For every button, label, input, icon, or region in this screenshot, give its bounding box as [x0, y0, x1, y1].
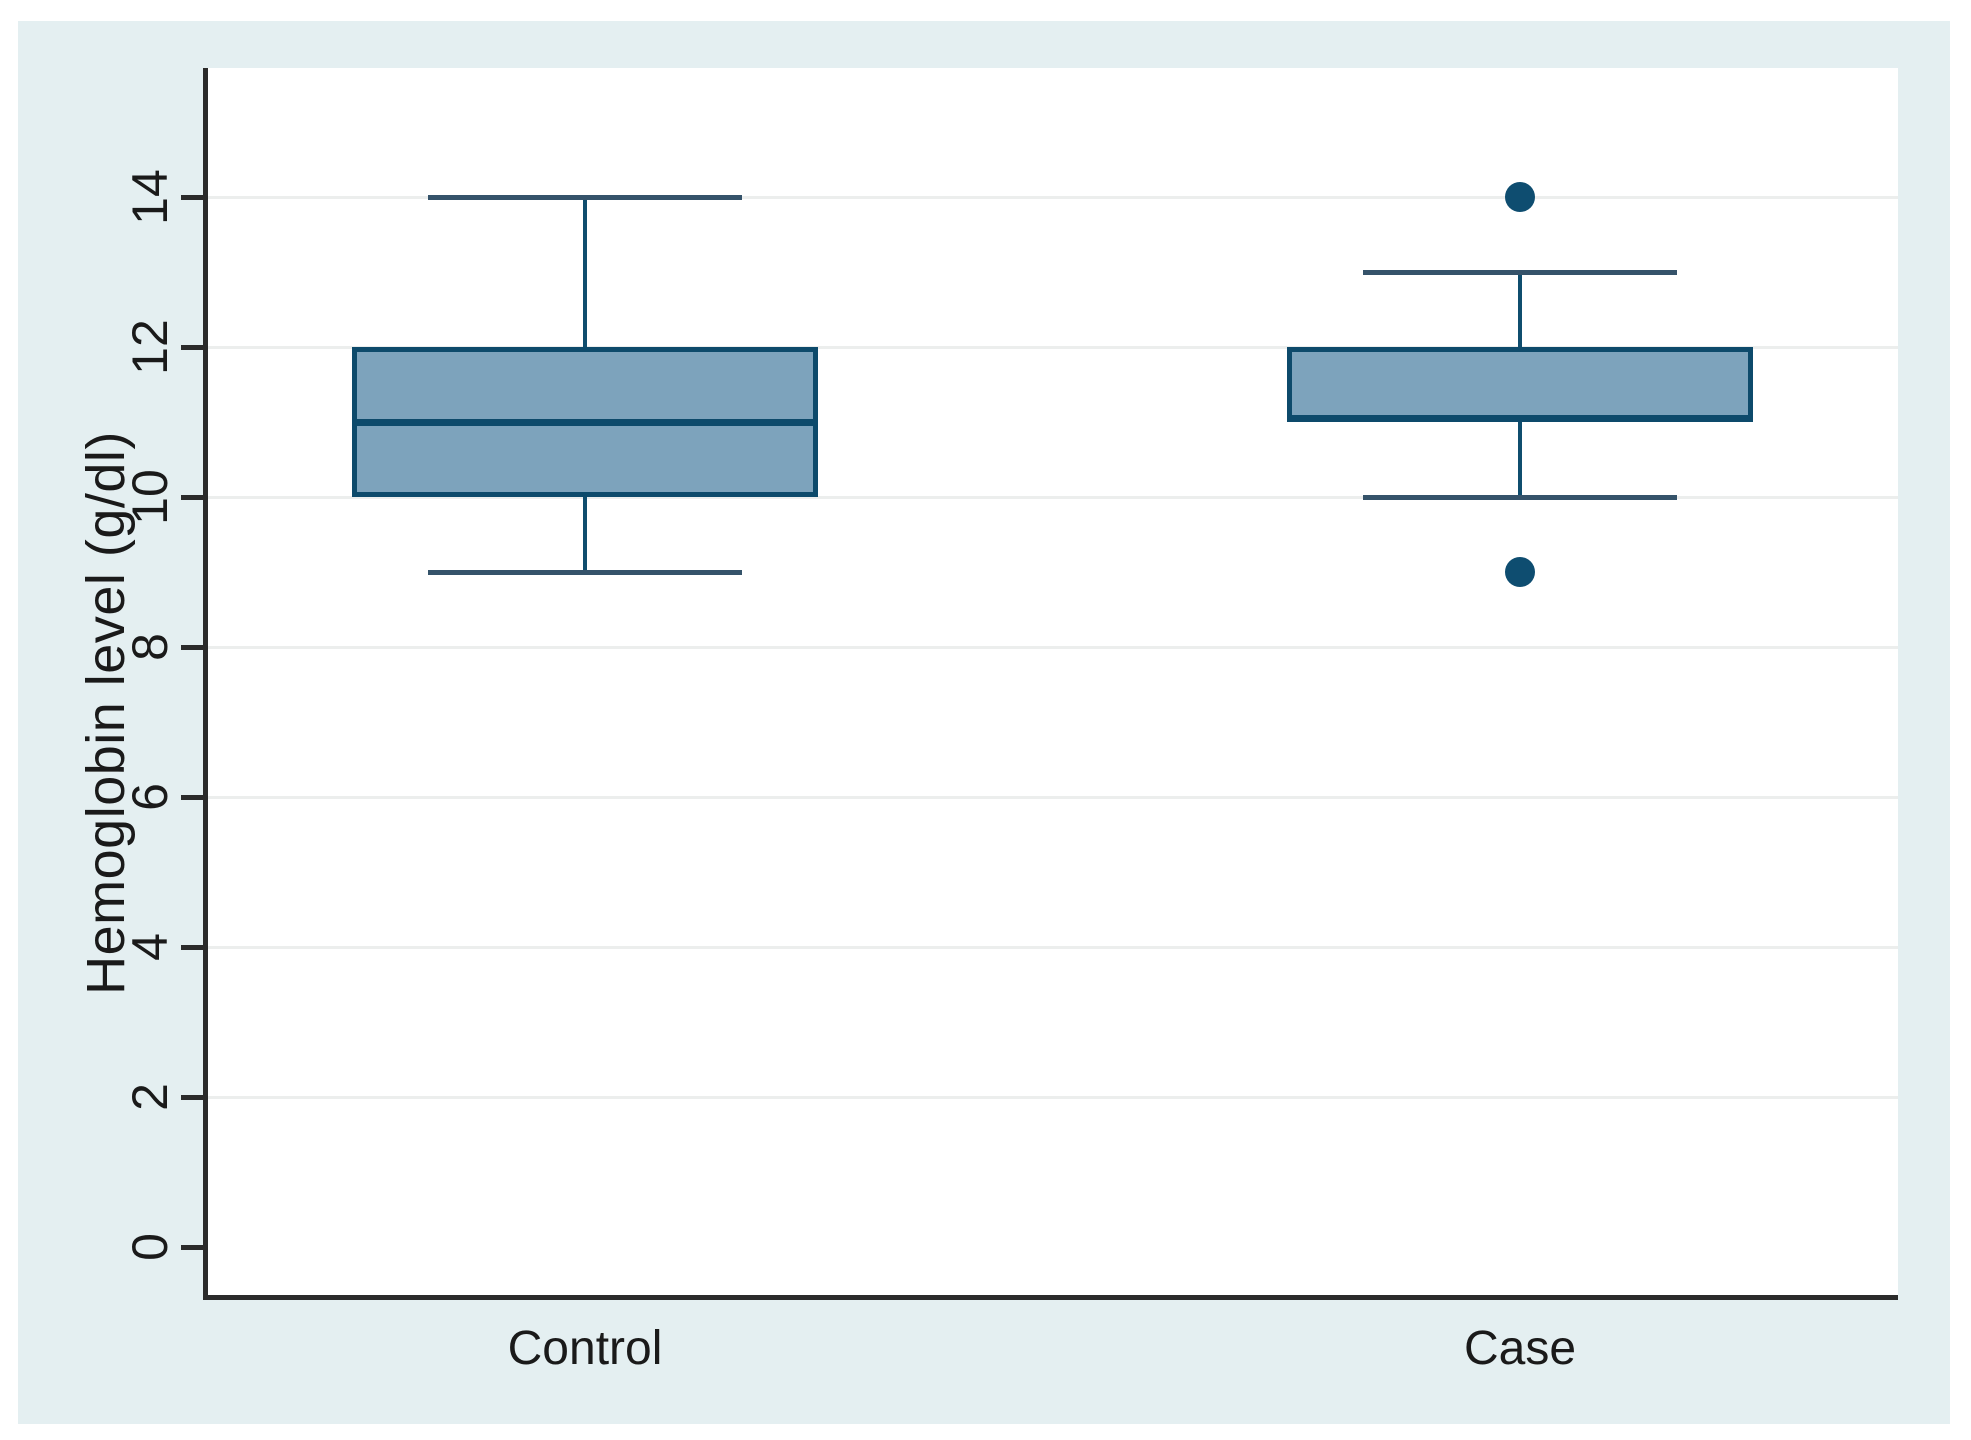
y-axis-line: [203, 68, 208, 1300]
gridline: [208, 496, 1898, 499]
box-body: [1287, 347, 1753, 422]
y-tick-label: 12: [122, 319, 178, 375]
outlier-dot: [1505, 557, 1535, 587]
gridline: [208, 196, 1898, 199]
median-line: [1289, 415, 1751, 422]
gridline: [208, 796, 1898, 799]
whisker-upper: [1518, 272, 1522, 347]
gridline: [208, 346, 1898, 349]
y-tick-label: 2: [122, 1083, 178, 1111]
y-axis-title: Hemoglobin level (g/dl): [76, 431, 136, 995]
gridline: [208, 646, 1898, 649]
gridline: [208, 946, 1898, 949]
y-tick: [181, 345, 203, 350]
y-tick: [181, 1095, 203, 1100]
y-tick: [181, 1245, 203, 1250]
y-tick: [181, 645, 203, 650]
x-category-label-control: Control: [507, 1322, 663, 1375]
whisker-cap-upper: [428, 195, 742, 200]
gridline: [208, 1096, 1898, 1099]
median-line: [354, 418, 816, 426]
whisker-cap-lower: [1363, 495, 1677, 500]
plot-area: [208, 68, 1898, 1295]
whisker-cap-upper: [1363, 270, 1677, 275]
outlier-dot: [1505, 182, 1535, 212]
y-tick-label: 14: [122, 169, 178, 225]
y-tick: [181, 795, 203, 800]
y-tick: [181, 945, 203, 950]
whisker-upper: [583, 197, 587, 347]
whisker-cap-lower: [428, 570, 742, 575]
y-tick: [181, 495, 203, 500]
whisker-lower: [1518, 422, 1522, 497]
x-axis-line: [203, 1295, 1898, 1300]
y-tick-label: 0: [122, 1233, 178, 1261]
y-tick: [181, 195, 203, 200]
whisker-lower: [583, 497, 587, 572]
x-category-label-case: Case: [1463, 1322, 1577, 1375]
